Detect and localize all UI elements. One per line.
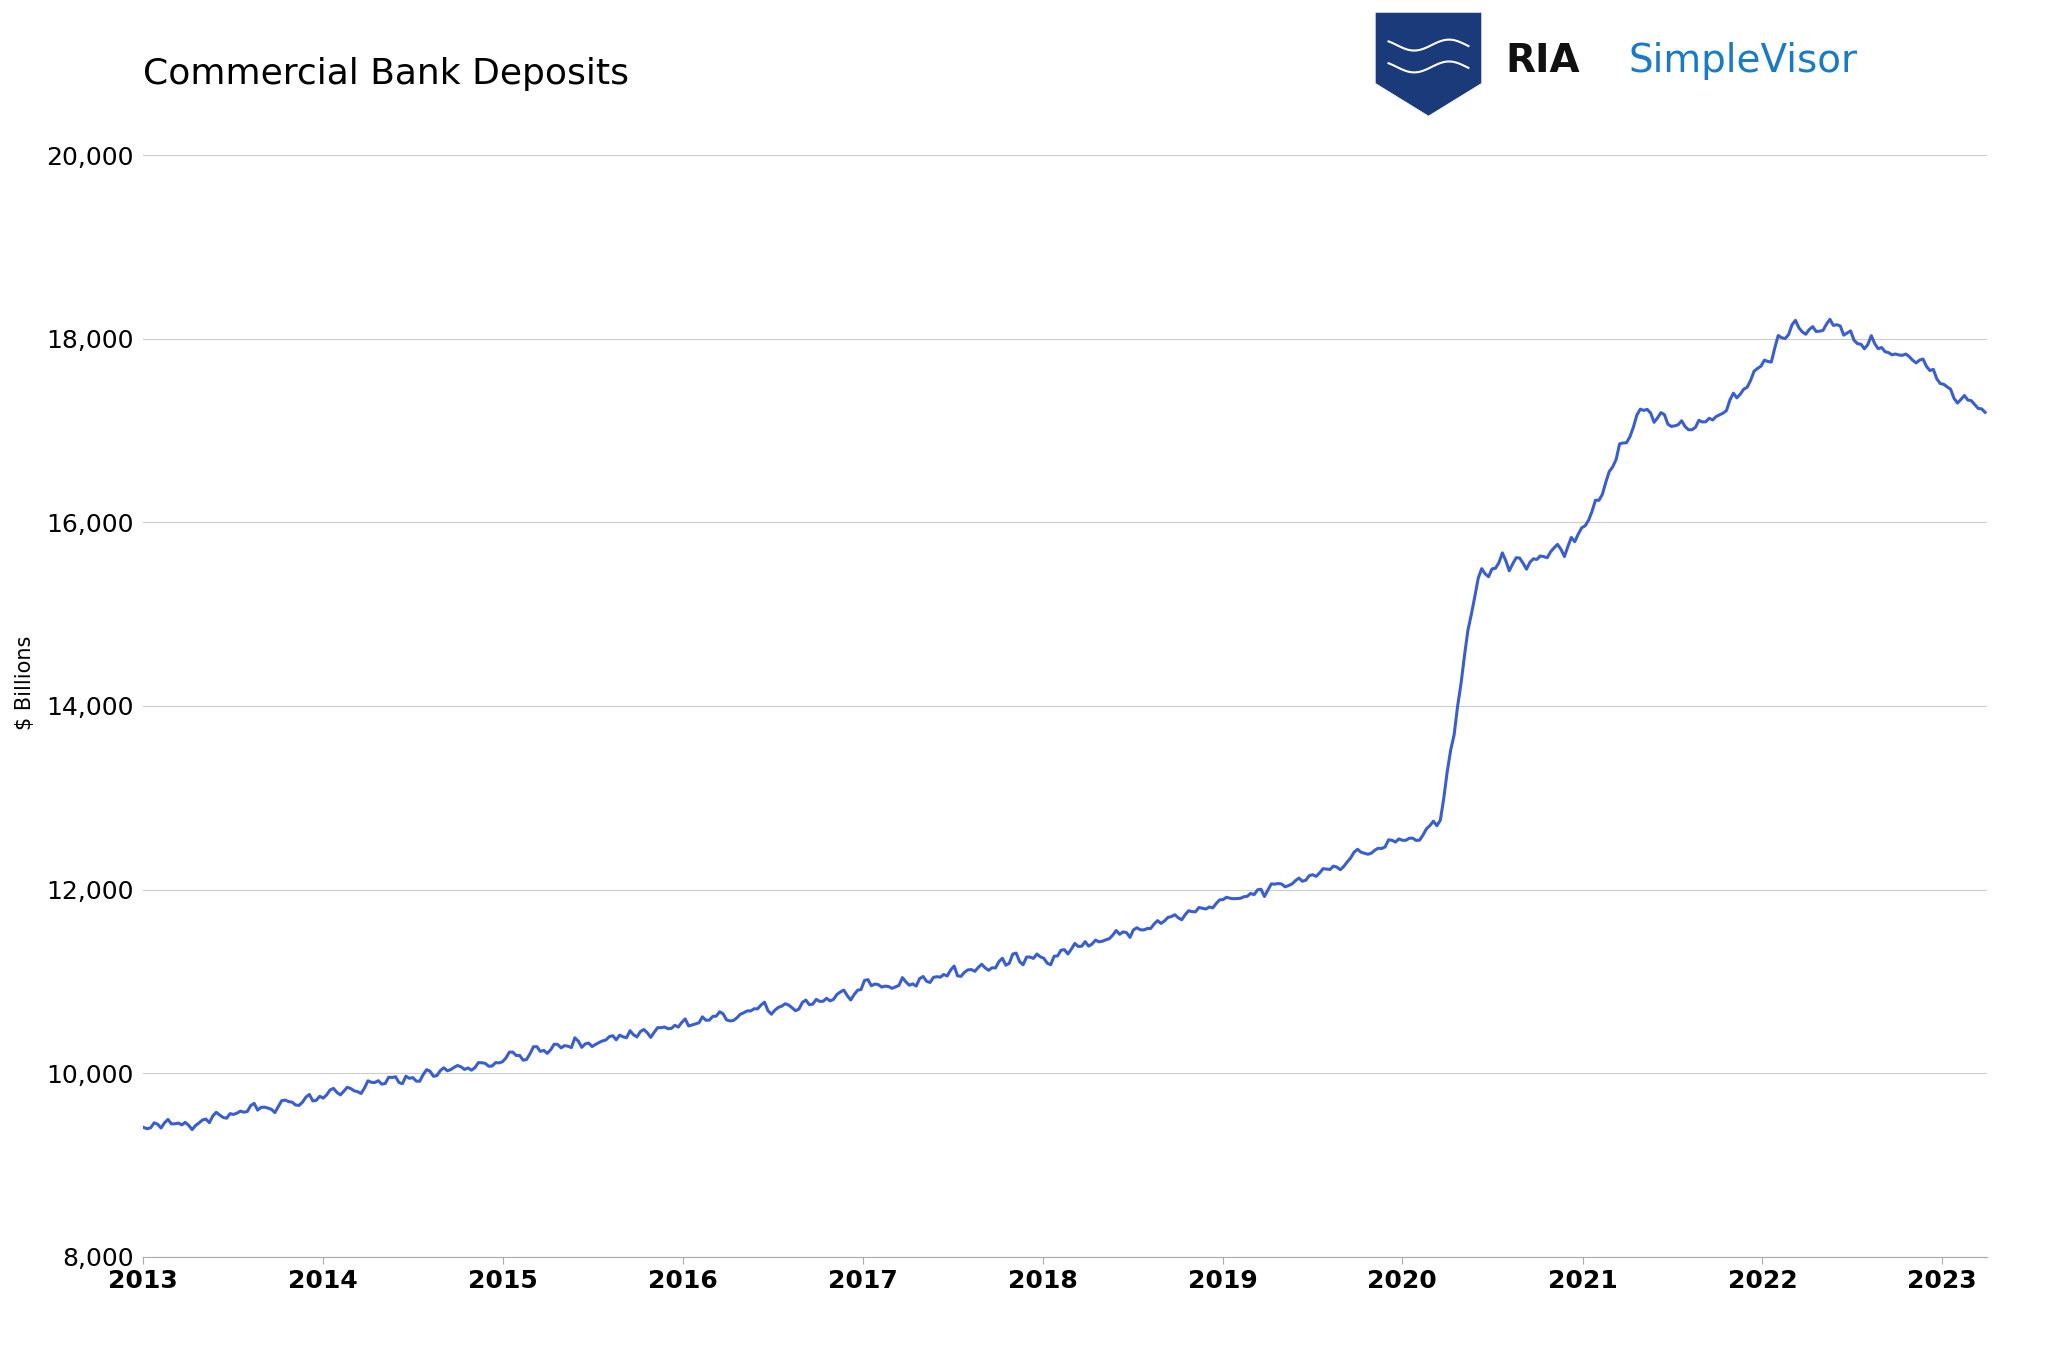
Y-axis label: $ Billions: $ Billions bbox=[14, 635, 35, 731]
Text: SimpleVisor: SimpleVisor bbox=[1628, 42, 1858, 81]
Text: Commercial Bank Deposits: Commercial Bank Deposits bbox=[143, 57, 629, 92]
Polygon shape bbox=[1376, 12, 1483, 116]
Text: RIA: RIA bbox=[1505, 42, 1579, 81]
